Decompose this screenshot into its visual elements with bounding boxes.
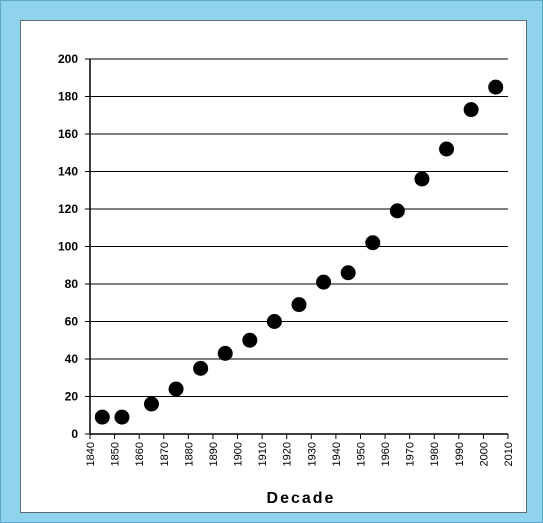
y-tick-label-100: 100 [58, 240, 78, 254]
y-tick-label-60: 60 [65, 315, 79, 329]
x-tick-label-1990: 1990 [454, 442, 466, 466]
y-tick-label-200: 200 [58, 52, 78, 66]
data-points [94, 79, 504, 425]
x-tick-label-1900: 1900 [233, 442, 245, 466]
y-axis-ticks: 0 20 40 60 80 100 120 140 160 180 200 [58, 52, 90, 441]
x-tick-label-1950: 1950 [355, 442, 367, 466]
y-tick-label-80: 80 [65, 277, 79, 291]
x-tick-label-1970: 1970 [405, 442, 417, 466]
y-tick-label-180: 180 [58, 90, 78, 104]
y-tick-label-20: 20 [65, 390, 79, 404]
data-point [217, 345, 233, 361]
y-tick-label-120: 120 [58, 202, 78, 216]
x-tick-label-1890: 1890 [208, 442, 220, 466]
y-tick-label-140: 140 [58, 165, 78, 179]
y-tick-label-0: 0 [71, 427, 78, 441]
x-axis-label: Decade [267, 490, 336, 507]
x-tick-label-2010: 2010 [503, 442, 515, 466]
data-point [340, 265, 356, 281]
data-point [389, 203, 405, 219]
x-tick-label-2000: 2000 [478, 442, 490, 466]
data-point [316, 274, 332, 290]
x-tick-label-1980: 1980 [429, 442, 441, 466]
x-tick-label-1870: 1870 [159, 442, 171, 466]
chart-panel [20, 20, 527, 513]
data-point [414, 171, 430, 187]
y-tick-label-160: 160 [58, 127, 78, 141]
data-point [168, 381, 184, 397]
data-point [439, 141, 455, 157]
x-tick-label-1940: 1940 [331, 442, 343, 466]
data-point [365, 235, 381, 251]
data-point [266, 314, 282, 329]
x-tick-label-1920: 1920 [282, 442, 294, 466]
data-point [94, 409, 110, 425]
x-tick-label-1840: 1840 [85, 442, 97, 466]
data-point [143, 396, 159, 412]
x-axis-ticks: 1840 1850 1860 1870 1880 1890 1900 1910 1920 1930… [85, 434, 515, 466]
x-tick-label-1930: 1930 [306, 442, 318, 466]
x-tick-label-1860: 1860 [134, 442, 146, 466]
data-point [193, 360, 209, 376]
x-tick-label-1910: 1910 [257, 442, 269, 466]
x-tick-label-1850: 1850 [110, 442, 122, 466]
x-tick-label-1880: 1880 [183, 442, 195, 466]
y-tick-label-40: 40 [65, 352, 79, 366]
data-point [463, 102, 479, 118]
data-point [488, 79, 504, 95]
x-tick-label-1960: 1960 [380, 442, 392, 466]
gridlines [90, 58, 508, 435]
data-point [291, 297, 307, 313]
data-point [242, 332, 258, 348]
data-point [114, 409, 130, 425]
